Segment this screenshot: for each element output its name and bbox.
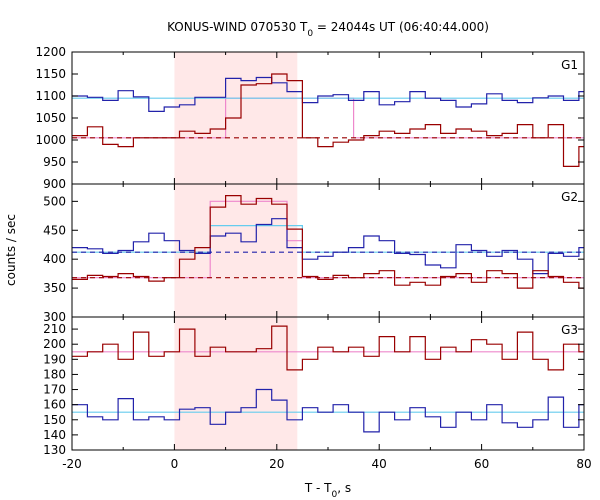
y-tick-label: 1150 [35,67,66,81]
y-tick-label: 1100 [35,89,66,103]
y-tick-label: 400 [43,252,66,266]
x-tick-label: 80 [576,457,591,471]
y-tick-label: 200 [43,337,66,351]
y-tick-label: 160 [43,398,66,412]
panel-g2: 300 350 400 450 500 G2 [43,183,585,324]
y-tick-label: 150 [43,413,66,427]
x-axis-label: T - T0, s [304,481,351,500]
y-tick-label: 210 [43,322,66,336]
y-tick-label: 300 [43,310,66,324]
y-tick-label: 1000 [35,133,66,147]
x-tick-label: 0 [171,457,179,471]
x-tick-label: 60 [474,457,489,471]
y-tick-label: 350 [43,281,66,295]
panel-label: G3 [561,323,578,337]
panel-label: G1 [561,58,578,72]
y-tick-label: 190 [43,352,66,366]
y-tick-label: 180 [43,367,66,381]
x-tick-label: -20 [62,457,82,471]
series-dark-red-line [72,73,584,167]
series-dark-red-line [72,325,584,371]
x-tick-label: 40 [372,457,387,471]
y-tick-label: 950 [43,155,66,169]
panel-g1: 900 950 1000 1050 1100 1150 1200 G1 [35,45,585,191]
y-tick-label: 450 [43,223,66,237]
y-tick-label: 170 [43,383,66,397]
series-blue-line [72,388,584,433]
y-tick-label: 140 [43,428,66,442]
y-tick-label: 500 [43,194,66,208]
panels-group: 90095010001050110011501200G1300350400450… [35,45,591,471]
y-tick-label: 1050 [35,111,66,125]
y-tick-label: 130 [43,443,66,457]
series-blue-line [72,76,584,112]
panel-frame [71,51,585,185]
series-blue-line [72,218,584,275]
y-tick-label: 1200 [35,45,66,59]
y-tick-label: 900 [43,177,66,191]
highlight-band [174,317,298,450]
panel-label: G2 [561,190,578,204]
y-axis-label: counts / sec [4,214,18,286]
series-dark-red-line [72,195,584,289]
figure-title: KONUS-WIND 070530 T0 = 24044s UT (06:40:… [167,20,489,39]
x-tick-label: 20 [269,457,284,471]
